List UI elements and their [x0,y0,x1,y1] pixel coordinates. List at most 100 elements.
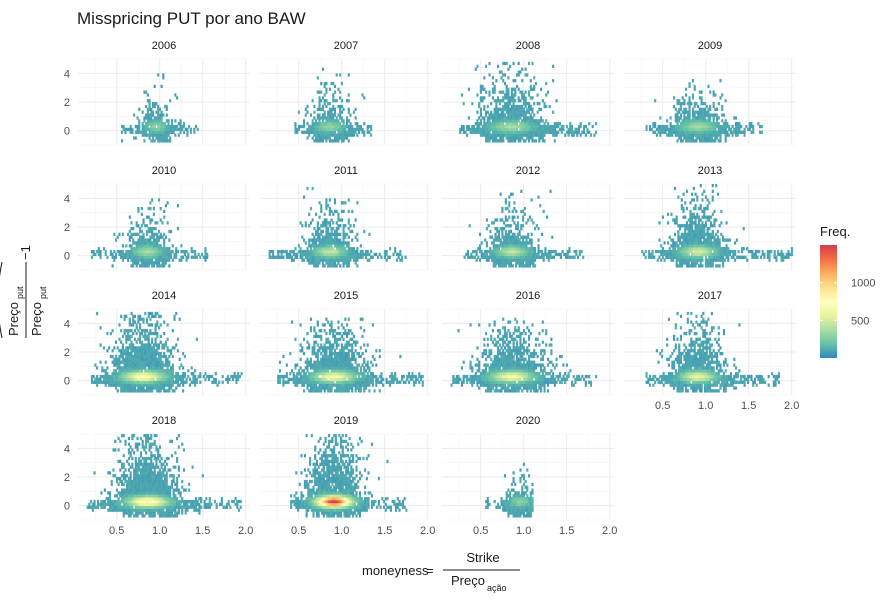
bin [309,329,312,333]
bin [337,241,340,245]
bin [128,343,131,347]
bin [704,264,707,268]
bin [139,227,142,231]
bin [478,130,481,134]
bin [526,127,529,132]
bin [140,386,143,390]
bin [351,252,354,257]
bin [701,241,704,245]
bin [328,340,331,344]
bin [135,357,138,361]
bin [128,377,131,382]
bin [133,261,137,265]
bin [154,252,157,257]
bin [356,238,359,242]
bin [144,360,147,364]
bin [148,136,151,140]
bin [489,252,492,257]
bin [114,380,118,384]
bin [156,334,159,339]
bin [141,124,144,129]
bin [328,206,331,211]
bin [710,122,713,126]
bin [692,264,695,268]
bin [718,258,721,262]
bin [157,136,160,140]
bin [157,133,160,137]
bin [156,346,159,350]
bin [523,206,526,211]
bin [153,104,156,109]
bin [650,127,653,132]
bin [106,255,109,259]
bin [321,386,325,390]
bin [147,323,150,327]
bin [155,110,158,114]
bin [182,380,185,384]
bin [714,107,717,111]
bin [333,90,337,94]
bin [499,192,502,196]
bin [466,127,469,132]
bin [478,249,482,254]
bin [113,377,116,382]
bin [712,113,715,117]
bin [135,380,138,384]
bin [130,357,133,361]
bin [127,354,130,359]
bin [531,124,534,129]
bin [479,107,482,111]
bin [528,122,531,126]
bin [139,349,142,353]
bin [508,247,511,251]
bin [517,70,520,74]
bin [670,212,673,216]
bin [292,372,295,376]
bin [713,209,716,214]
bin [509,192,513,196]
bin [327,337,330,341]
bin [356,124,359,129]
bin [703,133,707,137]
bin [711,224,714,228]
bin [145,122,148,126]
bin [571,255,574,259]
bin [531,136,534,140]
bin [339,113,342,117]
bin [528,102,531,106]
bin [292,377,295,382]
bin [163,252,166,257]
bin [344,232,347,236]
bin [339,352,342,356]
bin [152,314,155,318]
bin [303,337,306,341]
bin [125,340,128,344]
bin [145,229,149,234]
bin [152,227,155,231]
bin [285,372,288,376]
bin [142,244,145,248]
bin [468,224,471,228]
bin [194,124,198,129]
bin [688,102,691,106]
bin [339,73,342,77]
bin [705,122,708,126]
bin [733,130,736,134]
bin [309,221,312,225]
bin [485,255,488,259]
bin [352,133,355,137]
bin [708,244,711,248]
bin [498,124,501,129]
bin [514,122,517,126]
bin [132,320,135,324]
bin [142,317,145,321]
bin [316,334,319,339]
bin [303,195,306,199]
panel-bins-2009 [645,79,763,143]
bin [534,124,537,129]
bin [297,369,300,373]
bin [114,374,118,379]
bin [716,258,719,262]
bin [335,363,338,367]
bin [783,255,787,259]
